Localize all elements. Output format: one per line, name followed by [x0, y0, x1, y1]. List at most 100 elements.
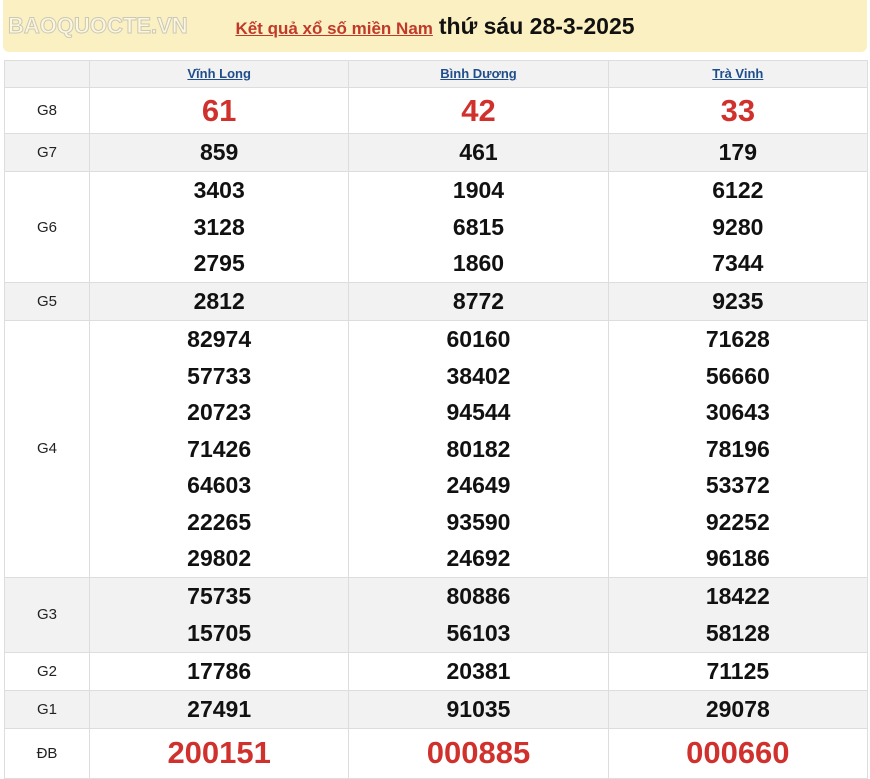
results-link[interactable]: Kết quả xổ số miền Nam	[235, 19, 433, 38]
prize-number: 71426	[187, 435, 252, 462]
prize-label: G1	[4, 689, 90, 729]
prize-cell: 20381	[348, 651, 609, 691]
prize-number: 6815	[452, 213, 505, 240]
prize-number: 92252	[705, 508, 770, 535]
prize-number: 9280	[712, 213, 764, 240]
prize-cell: 1904 6815 1860	[348, 171, 609, 283]
prize-label: ĐB	[4, 727, 90, 779]
prize-number: 30643	[705, 399, 770, 425]
prize-row-g6: G6 3403 3128 2795 1904 6815 1860 6122 9280 7344	[4, 171, 869, 283]
prize-row-đb: ĐB 200151 000885 000660	[4, 727, 869, 779]
prize-label: G3	[4, 576, 90, 653]
prize-cell: 000660	[607, 727, 869, 779]
prize-number: 200151	[167, 735, 271, 770]
prize-label: G5	[4, 282, 90, 321]
prize-label: G6	[4, 171, 90, 283]
province-link[interactable]: Vĩnh Long	[187, 66, 251, 81]
prize-number: 2795	[193, 250, 245, 277]
prize-number: 80182	[446, 435, 511, 462]
prize-number: 57733	[187, 362, 252, 389]
prize-number: 24692	[446, 545, 511, 571]
prize-number: 000885	[426, 735, 531, 770]
prize-number: 94544	[446, 399, 511, 425]
prize-cell: 75735 15705	[88, 576, 350, 653]
results-banner: Kết quả xổ số miền Nam thứ sáu 28-3-2025	[3, 0, 867, 52]
prize-cell: 18422 58128	[607, 576, 869, 653]
prize-number: 29078	[705, 695, 770, 722]
prize-number: 18422	[705, 583, 770, 609]
province-link[interactable]: Bình Dương	[440, 66, 517, 81]
prize-label: G2	[4, 651, 90, 691]
prize-cell: 9235	[607, 282, 869, 321]
prize-label: G4	[4, 320, 90, 578]
prize-number: 61	[201, 92, 237, 128]
prize-number: 24649	[446, 472, 511, 498]
prize-cell: 17786	[88, 651, 350, 691]
prize-number: 38402	[446, 362, 511, 389]
prize-cell: 179	[607, 133, 869, 172]
prize-number: 60160	[446, 326, 511, 352]
prize-row-g4: G4 82974 57733 20723 71426 64603 22265 29802 601…	[4, 320, 869, 578]
prize-cell: 60160 38402 94544 80182 24649 93590 24692	[348, 320, 609, 578]
prize-cell: 42	[348, 87, 609, 134]
prize-number: 22265	[187, 508, 252, 535]
prize-cell: 33	[607, 87, 869, 134]
prize-number: 000660	[686, 735, 790, 770]
prize-number: 71125	[706, 657, 770, 684]
prize-label: G7	[4, 133, 90, 172]
prize-number: 80886	[446, 583, 511, 609]
prize-number: 1904	[452, 177, 505, 204]
prize-number: 3128	[193, 213, 245, 240]
prize-number: 3403	[193, 177, 245, 204]
prize-number: 71628	[705, 326, 770, 352]
prize-row-g7: G7 859 461 179	[4, 133, 869, 172]
prize-cell: 71125	[607, 651, 869, 691]
prize-cell: 27491	[88, 689, 350, 729]
prize-cell: 91035	[348, 689, 609, 729]
prize-cell: 71628 56660 30643 78196 53372 92252 96186	[607, 320, 869, 578]
prize-row-g8: G8 61 42 33	[4, 87, 869, 134]
prize-number: 20723	[187, 399, 252, 425]
prize-number: 6122	[712, 177, 764, 204]
prize-cell: 8772	[348, 282, 609, 321]
prize-number: 64603	[187, 472, 252, 498]
prize-cell: 200151	[88, 727, 350, 779]
prize-number: 461	[459, 139, 498, 166]
prize-number: 7344	[712, 250, 764, 277]
prize-row-g2: G2 17786 20381 71125	[4, 651, 869, 691]
prize-number: 179	[718, 139, 758, 166]
prize-number: 56103	[446, 619, 511, 646]
prize-number: 96186	[705, 545, 770, 571]
prize-cell: 2812	[88, 282, 350, 321]
prize-row-g3: G3 75735 15705 80886 56103 18422 58128	[4, 576, 869, 653]
province-link[interactable]: Trà Vinh	[712, 66, 764, 81]
prize-number: 78196	[705, 435, 770, 462]
province-header-row: Vĩnh Long Bình Dương Trà Vinh	[4, 60, 869, 88]
prize-cell: 3403 3128 2795	[88, 171, 350, 283]
prize-number: 82974	[187, 326, 252, 352]
prize-number: 29802	[187, 545, 252, 571]
prize-number: 33	[720, 92, 756, 128]
prize-number: 17786	[187, 657, 252, 684]
prize-cell: 461	[348, 133, 609, 172]
prize-cell: 80886 56103	[348, 576, 609, 653]
prize-number: 91035	[446, 695, 511, 722]
prize-number: 9235	[712, 288, 764, 315]
empty-header-cell	[4, 60, 90, 88]
prize-number: 58128	[705, 619, 770, 646]
prize-number: 75735	[187, 583, 252, 609]
prize-number: 15705	[187, 619, 252, 646]
prize-number: 53372	[705, 472, 770, 498]
prize-number: 93590	[446, 508, 511, 535]
prize-number: 27491	[187, 695, 252, 722]
results-table: Vĩnh Long Bình Dương Trà Vinh G8 61 42 33 G7…	[4, 60, 869, 779]
prize-number: 8772	[452, 288, 505, 315]
prize-label: G8	[4, 87, 90, 134]
prize-cell: 29078	[607, 689, 869, 729]
prize-number: 859	[199, 139, 239, 166]
prize-number: 56660	[705, 362, 770, 389]
prize-row-g1: G1 27491 91035 29078	[4, 689, 869, 729]
prize-row-g5: G5 2812 8772 9235	[4, 282, 869, 321]
prize-cell: 000885	[348, 727, 609, 779]
prize-number: 1860	[452, 250, 505, 277]
